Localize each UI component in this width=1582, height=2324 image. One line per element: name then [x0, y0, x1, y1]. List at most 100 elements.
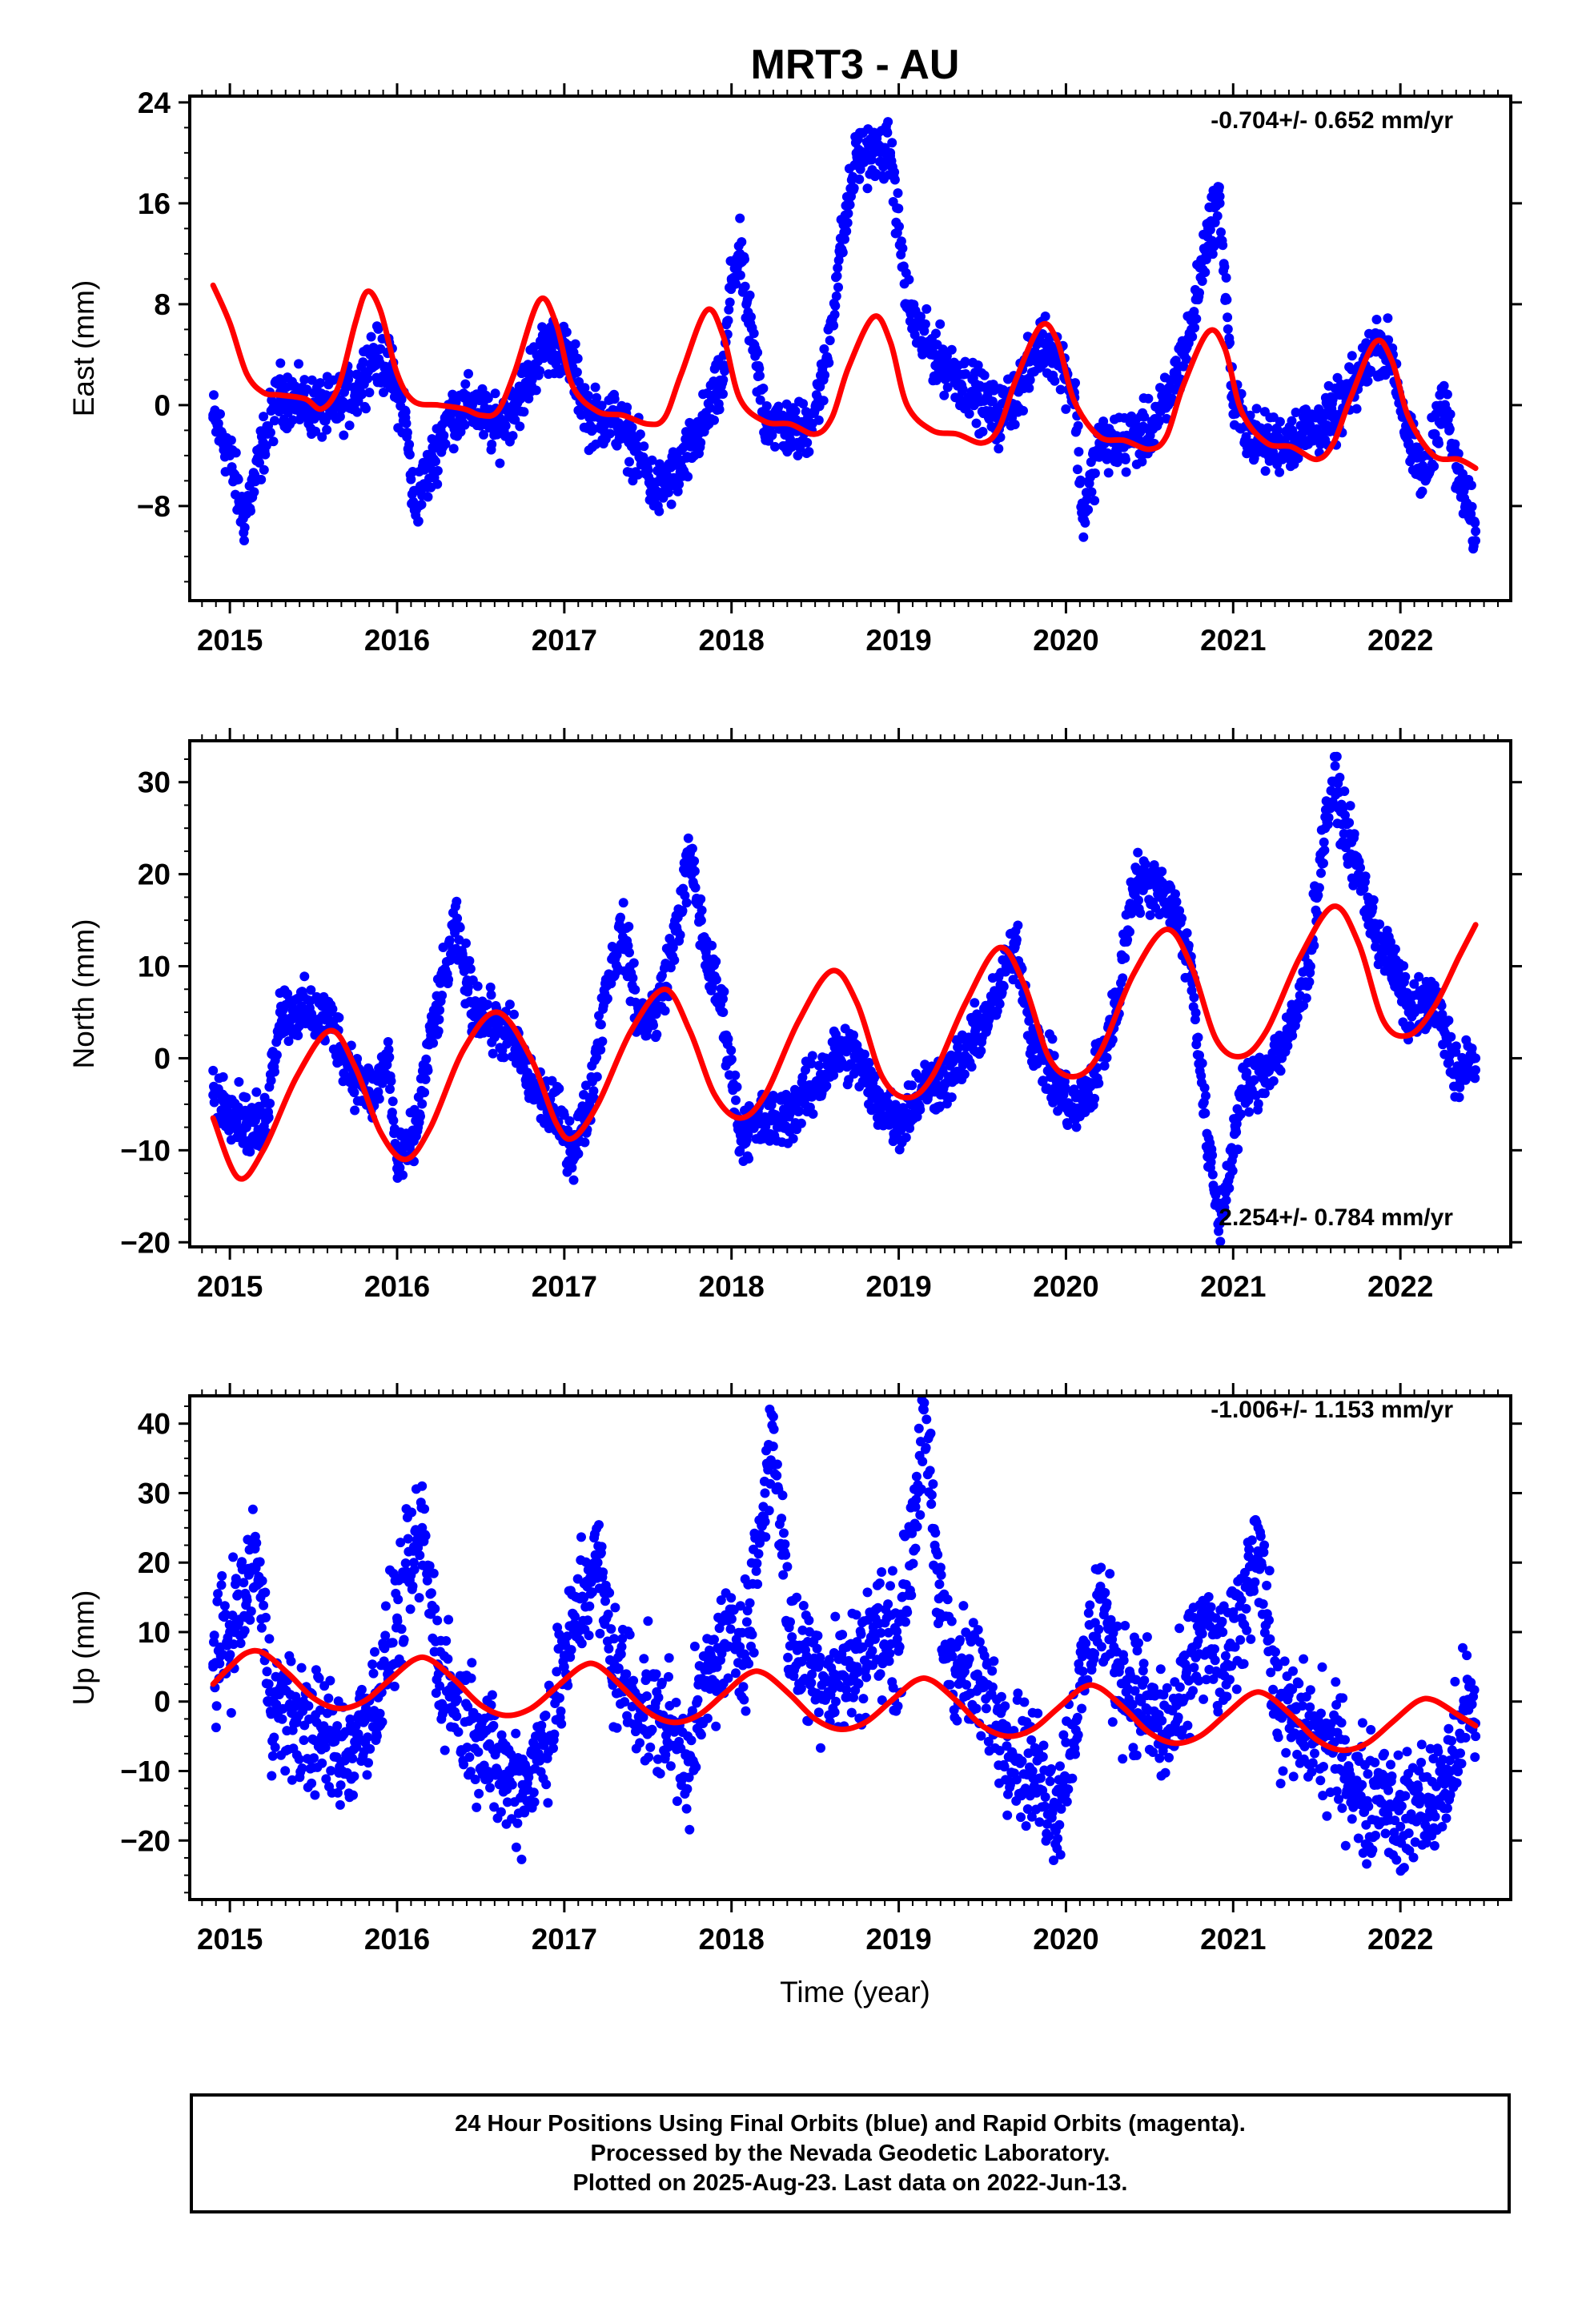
east-observation-point: [1453, 448, 1464, 459]
east-observation-point: [897, 243, 908, 254]
east-observation-point: [1417, 486, 1427, 497]
east-observation-point: [487, 439, 497, 449]
east-observation-point: [416, 500, 427, 510]
north-observation-point: [1400, 971, 1411, 982]
east-observation-point: [896, 236, 906, 247]
north-observation-point: [1253, 1099, 1263, 1109]
east-observation-point: [404, 440, 415, 449]
north-observation-point: [1099, 1060, 1110, 1071]
north-observation-point: [660, 1006, 670, 1016]
north-observation-point: [648, 1020, 658, 1031]
north-x-tick-label: 2020: [1033, 1270, 1098, 1303]
north-observation-point: [1409, 979, 1419, 989]
north-rate-annotation: 2.254+/- 0.784 mm/yr: [1219, 1204, 1453, 1231]
east-observation-point: [1251, 404, 1262, 414]
north-observation-point: [1471, 1065, 1480, 1076]
east-observation-point: [1155, 383, 1165, 393]
east-observation-point: [402, 428, 412, 438]
north-observation-point: [669, 955, 680, 965]
east-observation-point: [755, 395, 765, 405]
east-observation-point: [790, 406, 801, 416]
north-observation-point: [580, 1137, 590, 1148]
north-observation-point: [349, 1088, 359, 1098]
east-observation-point: [973, 360, 983, 371]
east-observation-point: [647, 455, 657, 465]
north-observation-point: [907, 1080, 917, 1091]
east-observation-point: [893, 188, 903, 199]
east-observation-point: [508, 431, 518, 441]
north-observation-point: [245, 1147, 255, 1157]
north-observation-point: [616, 912, 625, 923]
east-x-tick-label: 2022: [1367, 624, 1433, 657]
north-observation-point: [266, 1076, 276, 1086]
north-observation-point: [596, 1044, 606, 1055]
north-observation-point: [208, 1065, 219, 1076]
east-anchor-point: [1454, 476, 1464, 486]
east-observation-point: [841, 226, 852, 236]
east-observation-point: [1070, 378, 1080, 388]
north-observation-point: [383, 1044, 394, 1055]
north-observation-point: [564, 1116, 575, 1126]
east-observation-point: [904, 275, 914, 285]
north-anchor-point: [1153, 879, 1163, 889]
north-anchor-point: [383, 1053, 394, 1063]
north-observation-point: [1268, 1076, 1279, 1086]
east-observation-point: [1466, 509, 1476, 519]
east-observation-point: [916, 312, 926, 322]
up-y-tick-label: 40: [138, 1408, 171, 1441]
north-observation-point: [1313, 891, 1323, 901]
east-observation-point: [761, 401, 772, 411]
east-observation-point: [818, 396, 829, 406]
east-x-tick-label: 2017: [532, 624, 597, 657]
east-observation-point: [909, 330, 920, 340]
east-rate-annotation: -0.704+/- 0.652 mm/yr: [1211, 107, 1453, 134]
north-observation-point: [1330, 761, 1340, 771]
north-observation-point: [334, 1012, 344, 1023]
east-anchor-point: [492, 425, 503, 436]
north-observation-point: [732, 1082, 742, 1092]
east-observation-point: [322, 424, 332, 435]
east-anchor-point: [1215, 198, 1225, 208]
north-observation-point: [437, 991, 448, 1000]
north-observation-point: [665, 963, 676, 973]
east-observation-point: [1471, 536, 1480, 546]
north-anchor-point: [1069, 1108, 1079, 1119]
east-anchor-point: [1471, 526, 1481, 537]
east-observation-point: [654, 506, 665, 517]
east-x-tick-label: 2016: [364, 624, 430, 657]
east-observation-point: [887, 138, 897, 148]
north-observation-point: [568, 1175, 579, 1185]
east-observation-point: [1137, 456, 1147, 467]
east-observation-point: [1223, 324, 1233, 334]
east-observation-point: [1024, 383, 1034, 393]
north-anchor-point: [1053, 1080, 1062, 1091]
north-observation-point: [675, 930, 685, 940]
east-observation-point: [1366, 365, 1376, 376]
east-observation-point: [1195, 287, 1204, 298]
north-observation-point: [1242, 1068, 1252, 1078]
north-y-tick-label: 0: [154, 1042, 171, 1075]
east-observation-point: [317, 432, 327, 442]
north-x-tick-label: 2018: [699, 1270, 765, 1303]
north-observation-point: [327, 1004, 338, 1015]
east-observation-point: [233, 474, 243, 485]
north-observation-point: [1319, 858, 1328, 868]
north-observation-point: [731, 1095, 741, 1105]
east-observation-point: [1200, 267, 1211, 277]
east-observation-point: [666, 499, 677, 509]
north-observation-point: [385, 1084, 395, 1094]
east-observation-point: [1275, 467, 1285, 477]
east-observation-point: [883, 117, 893, 127]
north-observation-point: [1301, 993, 1311, 1003]
north-observation-point: [726, 1045, 737, 1055]
north-anchor-point: [1215, 1219, 1225, 1229]
east-y-tick-label: 8: [154, 288, 171, 321]
east-observation-point: [1189, 307, 1199, 317]
east-observation-point: [255, 457, 264, 468]
east-anchor-point: [250, 476, 260, 486]
north-observation-point: [386, 1076, 396, 1086]
north-observation-point: [1275, 1066, 1286, 1076]
north-observation-point: [374, 1094, 384, 1104]
east-anchor-point: [468, 400, 477, 410]
